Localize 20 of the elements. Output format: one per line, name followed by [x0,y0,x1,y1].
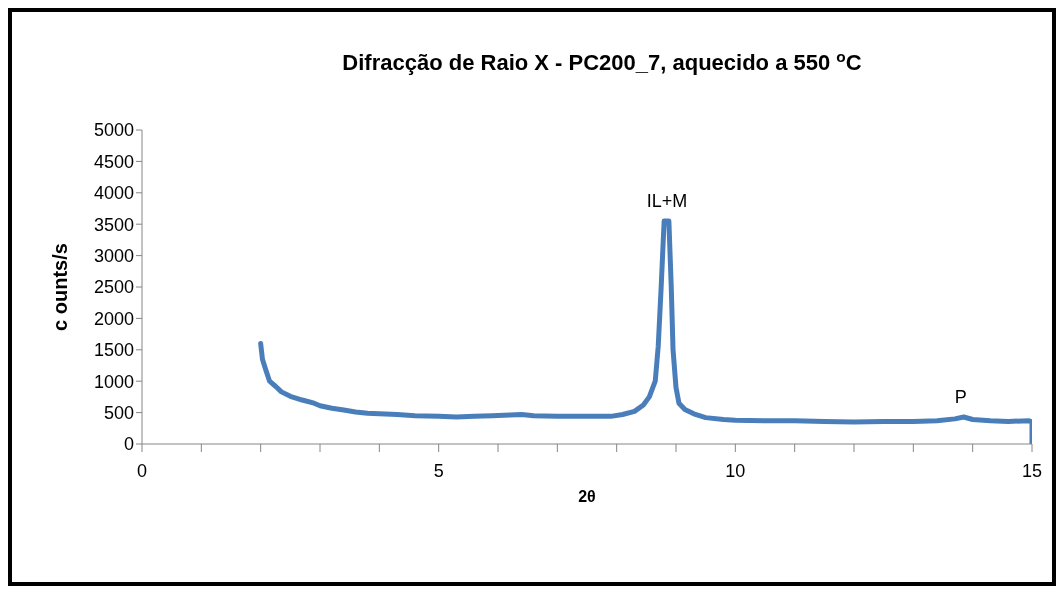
y-tick-label: 500 [103,402,134,423]
y-tick-label: 1000 [93,371,134,392]
annotation: P [954,387,967,407]
x-tick-label: 0 [136,460,148,481]
y-axis-title: c ounts/s [49,243,72,331]
y-tick-label: 0 [123,434,134,455]
chart-title: Difracção de Raio X - PC200_7, aquecido a 550 $^{o}$C [342,47,862,75]
y-tick-label: 5000 [93,120,134,141]
x-tick-label: 10 [725,460,746,481]
y-tick-label: 2500 [93,277,134,298]
y-tick-label: 3500 [93,214,134,235]
annotation: IL+M [646,191,688,212]
y-tick-label: 4000 [93,183,134,204]
x-axis-title: 2θ [578,488,596,505]
y-tick-label: 1500 [93,340,134,361]
y-tick-label: 2000 [93,308,134,329]
x-tick-label: 5 [433,460,444,481]
x-tick-label: 15 [1021,460,1043,481]
y-tick-label: 3000 [93,245,134,266]
y-tick-label: 4500 [93,151,134,172]
